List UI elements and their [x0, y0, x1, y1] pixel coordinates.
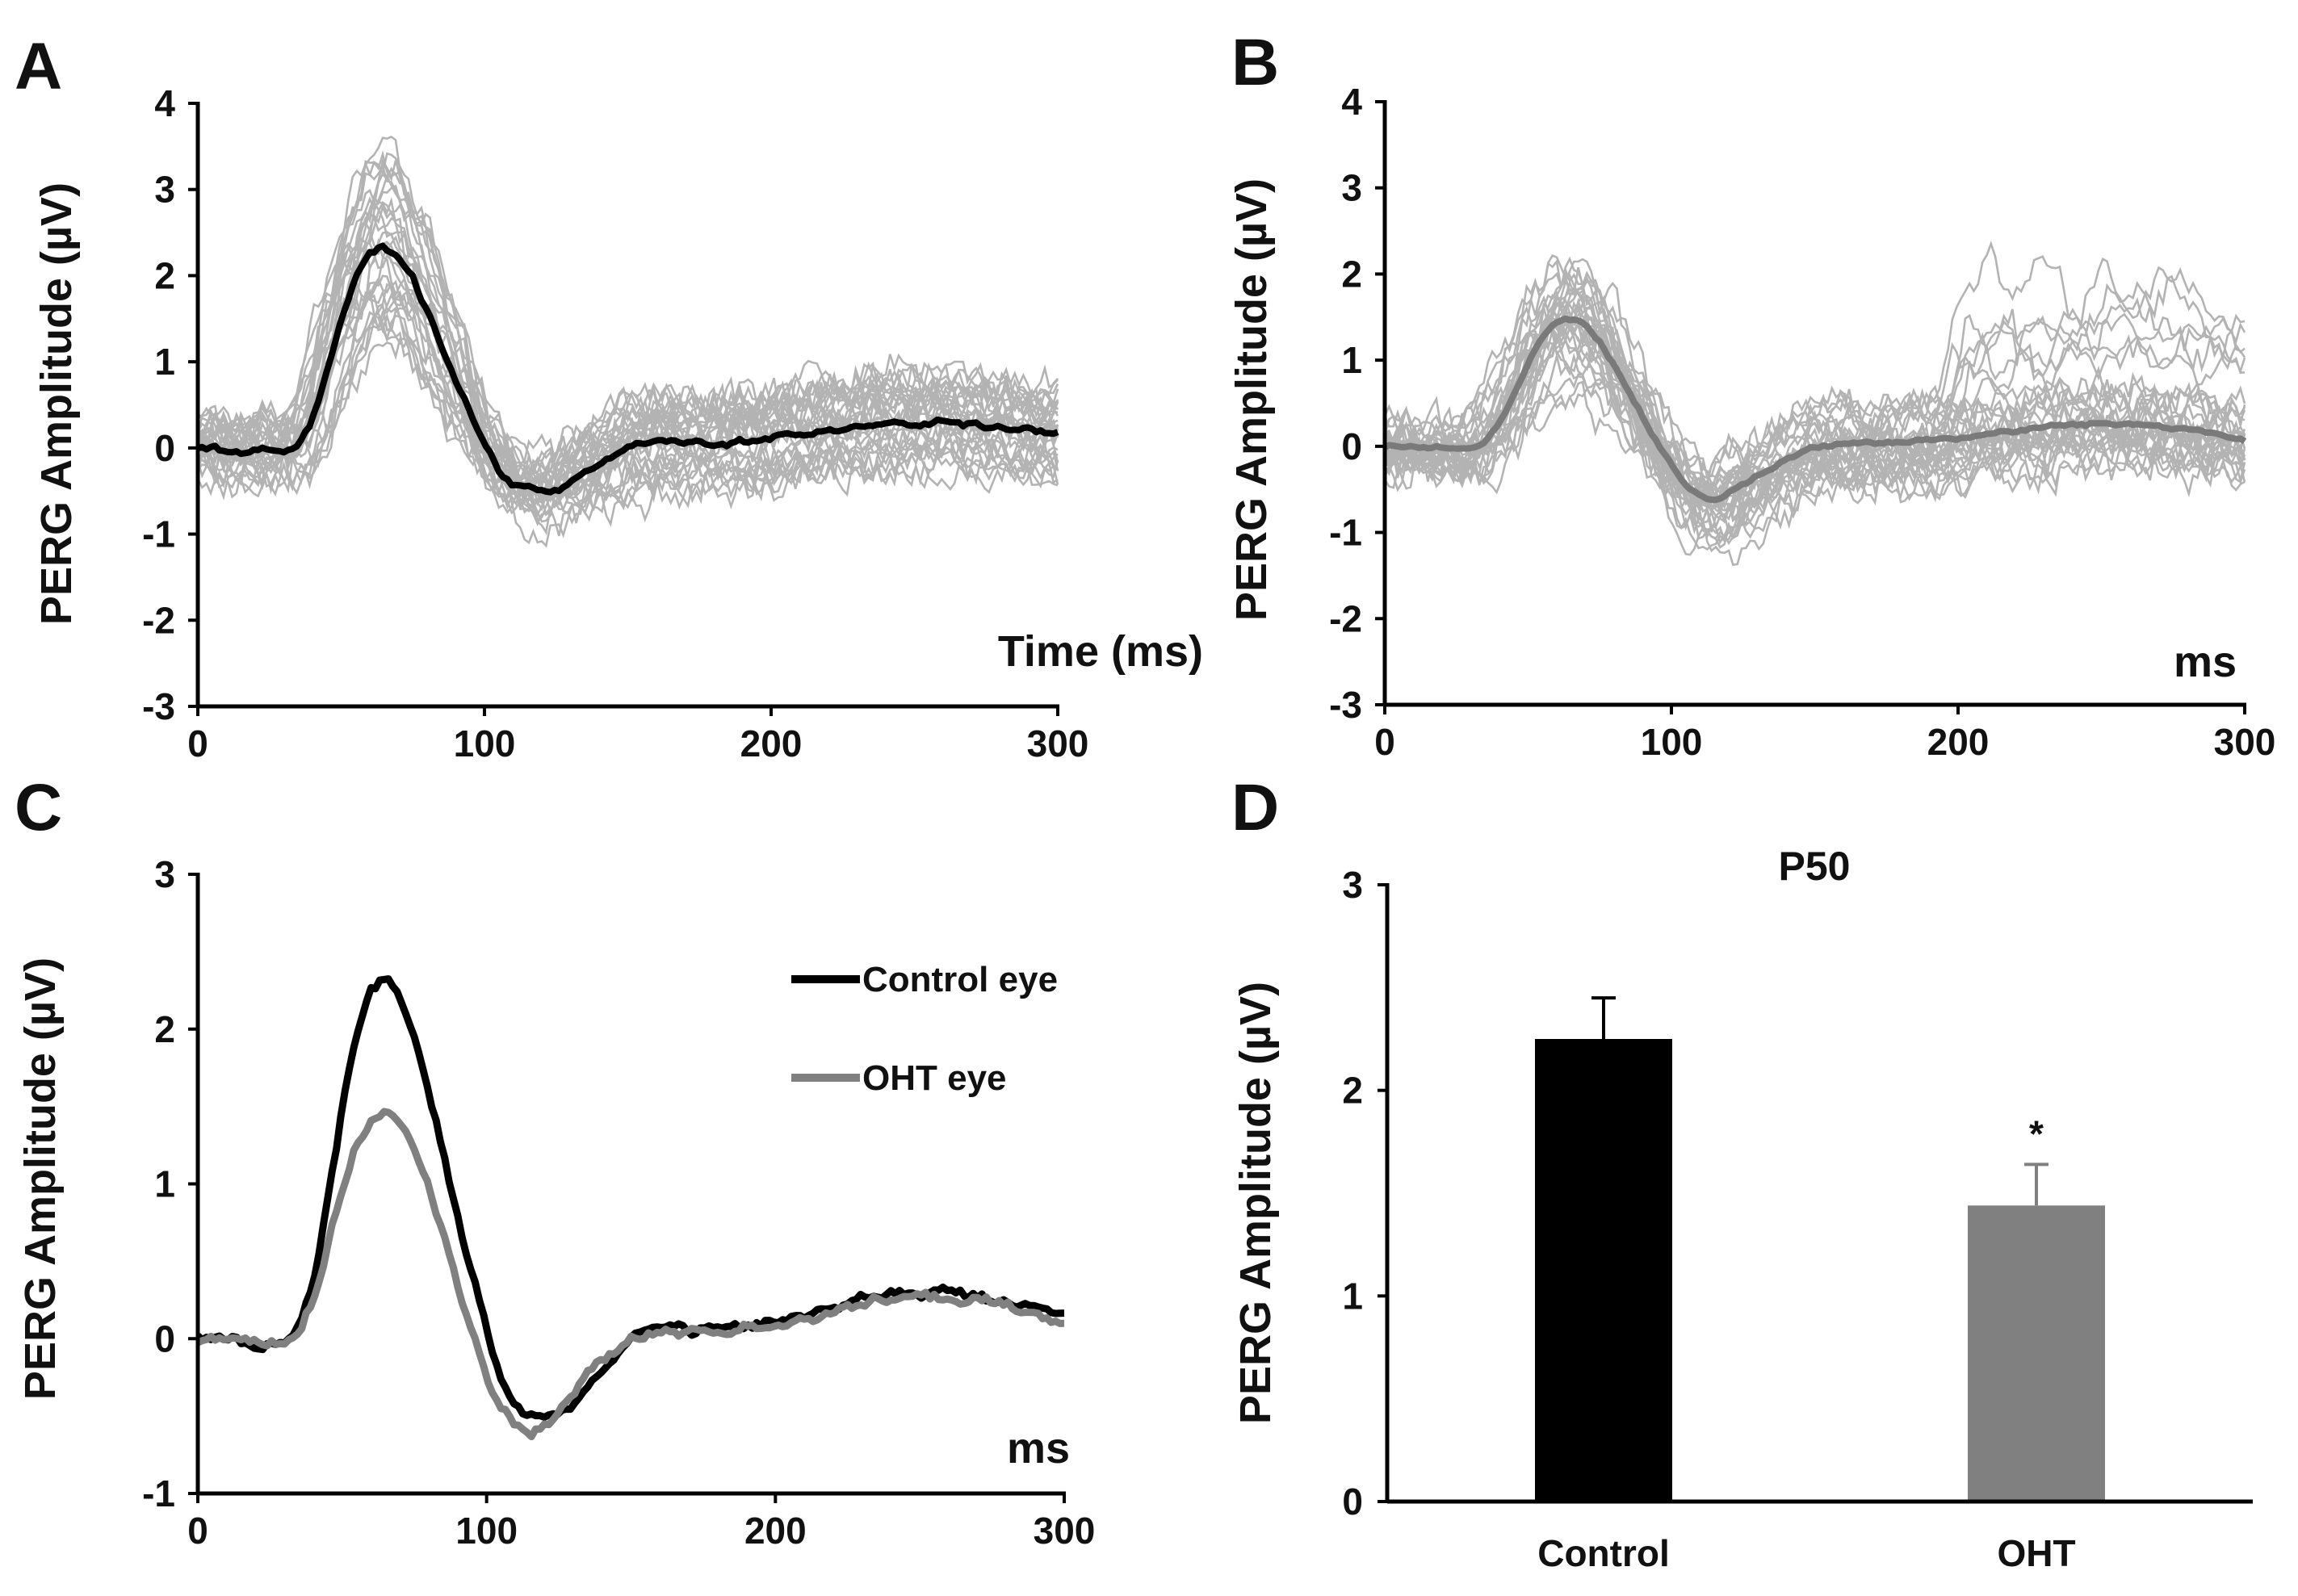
panel-b-x-tick-label: 0 — [1374, 721, 1395, 763]
panel-b-individual-trace — [1383, 345, 2246, 480]
panel-b-individual-trace — [1383, 325, 2246, 533]
panel-a-y-tick-label: 2 — [154, 254, 175, 296]
panel-letter-c: C — [15, 771, 62, 844]
panel-a-y-tick-label: -1 — [142, 513, 175, 555]
panel-a-axes: 4 3 2 1 0 -1 -2 -3 0 100 200 300 — [142, 82, 1088, 764]
panel-c-legend: Control eye OHT eye — [791, 960, 1058, 1098]
panel-b-line-oht-eye-mean- — [1383, 315, 2247, 504]
panel-d-axes: 3 2 1 0 — [1342, 864, 2253, 1523]
panel-a-individual-trace — [196, 152, 1059, 493]
panel-b-marks — [1383, 315, 2247, 504]
panel-a-y-tick-label: 0 — [154, 427, 175, 469]
bar-control — [1535, 1039, 1672, 1502]
significance-marker: * — [2029, 1112, 2044, 1154]
category-label-control: Control — [1537, 1532, 1670, 1574]
panel-d-y-tick-label: 1 — [1342, 1275, 1363, 1317]
panel-letter-b: B — [1231, 26, 1279, 99]
panel-c-xlabel: ms — [1007, 1424, 1070, 1472]
panel-a: A PERG Amplitude (µV) Time (ms) 4 3 2 1 0 -1 -… — [15, 30, 1203, 764]
panel-c-axes: 3 2 1 0 -1 0 100 200 300 — [142, 853, 1095, 1552]
panel-a-x-tick-label: 0 — [187, 723, 208, 764]
panel-c-x-tick-label: 200 — [744, 1510, 807, 1552]
panel-d-title: P50 — [1779, 844, 1851, 889]
panel-c-marks — [195, 975, 1065, 1441]
panel-a-y-tick-label: -2 — [142, 599, 175, 641]
panel-a-marks — [197, 242, 1059, 496]
panel-a-ylabel: PERG Amplitude (µV) — [32, 182, 81, 625]
panel-b-y-tick-label: 2 — [1341, 253, 1362, 295]
panel-c-x-tick-label: 0 — [187, 1510, 208, 1552]
panel-c-x-tick-label: 300 — [1034, 1510, 1096, 1552]
panel-c-y-tick-label: 1 — [154, 1163, 175, 1205]
panel-b-y-tick-label: 3 — [1341, 167, 1362, 209]
panel-a-individual-traces — [196, 136, 1059, 548]
panel-d-y-tick-label: 2 — [1342, 1070, 1363, 1112]
panel-a-x-tick-label: 300 — [1027, 723, 1089, 764]
panel-b-y-tick-label: -1 — [1329, 512, 1362, 554]
panel-d-marks: Control OHT * — [1535, 996, 2105, 1574]
panel-c-ylabel: PERG Amplitude (µV) — [16, 957, 65, 1400]
panel-a-y-tick-label: 1 — [154, 341, 175, 383]
panel-d: D P50 PERG Amplitude (µV) Control OHT * 3 2… — [1231, 771, 2253, 1574]
panel-c-y-tick-label: 3 — [154, 853, 175, 895]
panel-c-y-tick-label: 2 — [154, 1008, 175, 1050]
panel-b: B PERG Amplitude (µV) ms 4 3 2 1 0 -1 -2 -3 0 100… — [1227, 26, 2275, 763]
panel-b-individual-trace — [1384, 297, 2246, 540]
panel-c-y-tick-label: 0 — [154, 1317, 175, 1359]
panel-a-xlabel: Time (ms) — [998, 627, 1203, 676]
panel-a-y-tick-label: 3 — [154, 169, 175, 211]
panel-b-individual-traces — [1383, 241, 2246, 567]
panel-b-y-tick-label: 4 — [1341, 81, 1362, 123]
panel-b-y-tick-label: -2 — [1329, 597, 1362, 639]
panel-d-y-tick-label: 0 — [1342, 1481, 1363, 1523]
panel-d-y-tick-label: 3 — [1342, 864, 1363, 906]
panel-a-y-tick-label: -3 — [142, 685, 175, 727]
panel-c-line-control-eye — [195, 975, 1065, 1421]
panel-b-x-tick-label: 100 — [1641, 721, 1703, 763]
panel-c-line-oht-eye — [196, 1108, 1065, 1441]
panel-b-individual-trace — [1383, 241, 2246, 496]
panel-b-individual-trace — [1383, 253, 2246, 509]
panel-letter-a: A — [15, 30, 62, 103]
panel-a-x-tick-label: 100 — [454, 723, 516, 764]
panel-a-individual-trace — [197, 230, 1059, 524]
panel-b-x-tick-label: 200 — [1927, 721, 1990, 763]
panel-b-x-tick-label: 300 — [2214, 721, 2276, 763]
panel-a-line-control-eye-mean- — [197, 242, 1059, 496]
panel-d-ylabel: PERG Amplitude (µV) — [1231, 982, 1280, 1424]
category-label-oht: OHT — [1997, 1532, 2075, 1574]
panel-b-y-tick-label: -3 — [1329, 684, 1362, 726]
panel-b-individual-trace — [1383, 315, 2246, 509]
panel-b-y-tick-label: 1 — [1341, 339, 1362, 381]
panel-a-individual-trace — [196, 203, 1059, 494]
legend-label-oht: OHT eye — [862, 1058, 1007, 1098]
panel-letter-d: D — [1231, 771, 1279, 844]
panel-b-xlabel: ms — [2174, 638, 2237, 686]
panel-c-x-tick-label: 100 — [455, 1510, 518, 1552]
panel-c: C PERG Amplitude (µV) ms 3 2 1 0 -1 0 100 200 30… — [15, 771, 1095, 1552]
panel-b-individual-trace — [1384, 311, 2246, 505]
panel-a-individual-trace — [196, 311, 1059, 493]
panel-b-individual-trace — [1383, 256, 2246, 517]
panel-a-x-tick-label: 200 — [740, 723, 803, 764]
legend-label-control: Control eye — [862, 960, 1058, 999]
panel-b-axes: 4 3 2 1 0 -1 -2 -3 0 100 200 300 — [1329, 81, 2275, 763]
panel-a-individual-trace — [196, 220, 1059, 488]
panel-c-y-tick-label: -1 — [142, 1472, 175, 1514]
panel-b-ylabel: PERG Amplitude (µV) — [1227, 178, 1276, 621]
bar-oht — [1968, 1205, 2105, 1502]
panel-a-individual-trace — [196, 195, 1059, 517]
panel-b-y-tick-label: 0 — [1341, 425, 1362, 467]
panel-a-y-tick-label: 4 — [154, 82, 175, 124]
